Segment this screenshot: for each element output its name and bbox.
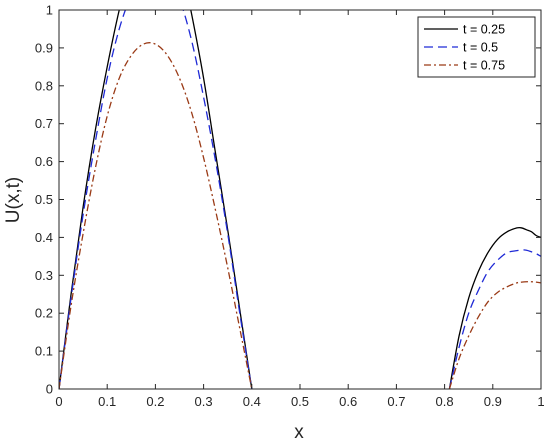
y-tick-label: 0.6 [35, 154, 53, 169]
legend: t = 0.25 t = 0.5 t = 0.75 [417, 16, 536, 78]
y-tick-label: 0.4 [35, 230, 53, 245]
x-axis-title: x [294, 422, 304, 443]
series-segment [59, 10, 253, 389]
series-segment [59, 10, 253, 389]
x-tick-label: 0 [55, 394, 62, 409]
y-tick-label: 0 [46, 382, 53, 397]
series-segment [448, 226, 541, 389]
x-tick-label: 0.2 [146, 394, 164, 409]
x-tick-label: 0.8 [436, 394, 454, 409]
series-segment [59, 42, 253, 389]
series-segment [448, 281, 541, 389]
y-axis-title: U(x,t) [3, 177, 24, 223]
y-tick-label: 1 [46, 3, 53, 18]
legend-label: t = 0.25 [463, 23, 505, 37]
x-axis: 0 0.1 0.2 0.3 0.4 0.5 0.6 0.7 0.8 0.9 1 [55, 10, 545, 409]
y-axis: 0 0.1 0.2 0.3 0.4 0.5 0.6 0.7 0.8 0.9 1 [35, 3, 541, 397]
y-tick-label: 0.5 [35, 192, 53, 207]
series-3-line [59, 42, 541, 389]
y-tick-label: 0.8 [35, 78, 53, 93]
series-2-line [59, 10, 541, 389]
legend-label: t = 0.75 [463, 59, 505, 73]
legend-box [417, 16, 536, 78]
x-tick-label: 0.7 [387, 394, 405, 409]
y-tick-label: 0.1 [35, 344, 53, 359]
x-tick-label: 0.4 [243, 394, 261, 409]
series-1-line [59, 10, 541, 389]
y-tick-label: 0.9 [35, 40, 53, 55]
legend-label: t = 0.5 [463, 41, 498, 55]
y-tick-label: 0.7 [35, 116, 53, 131]
y-tick-label: 0.3 [35, 268, 53, 283]
x-tick-label: 0.3 [195, 394, 213, 409]
x-tick-label: 0.1 [98, 394, 116, 409]
y-tick-label: 0.2 [35, 306, 53, 321]
x-tick-label: 1 [537, 394, 544, 409]
series-layer [59, 10, 541, 389]
x-tick-label: 0.5 [291, 394, 309, 409]
x-tick-label: 0.6 [339, 394, 357, 409]
series-segment [448, 249, 541, 389]
x-tick-label: 0.9 [484, 394, 502, 409]
